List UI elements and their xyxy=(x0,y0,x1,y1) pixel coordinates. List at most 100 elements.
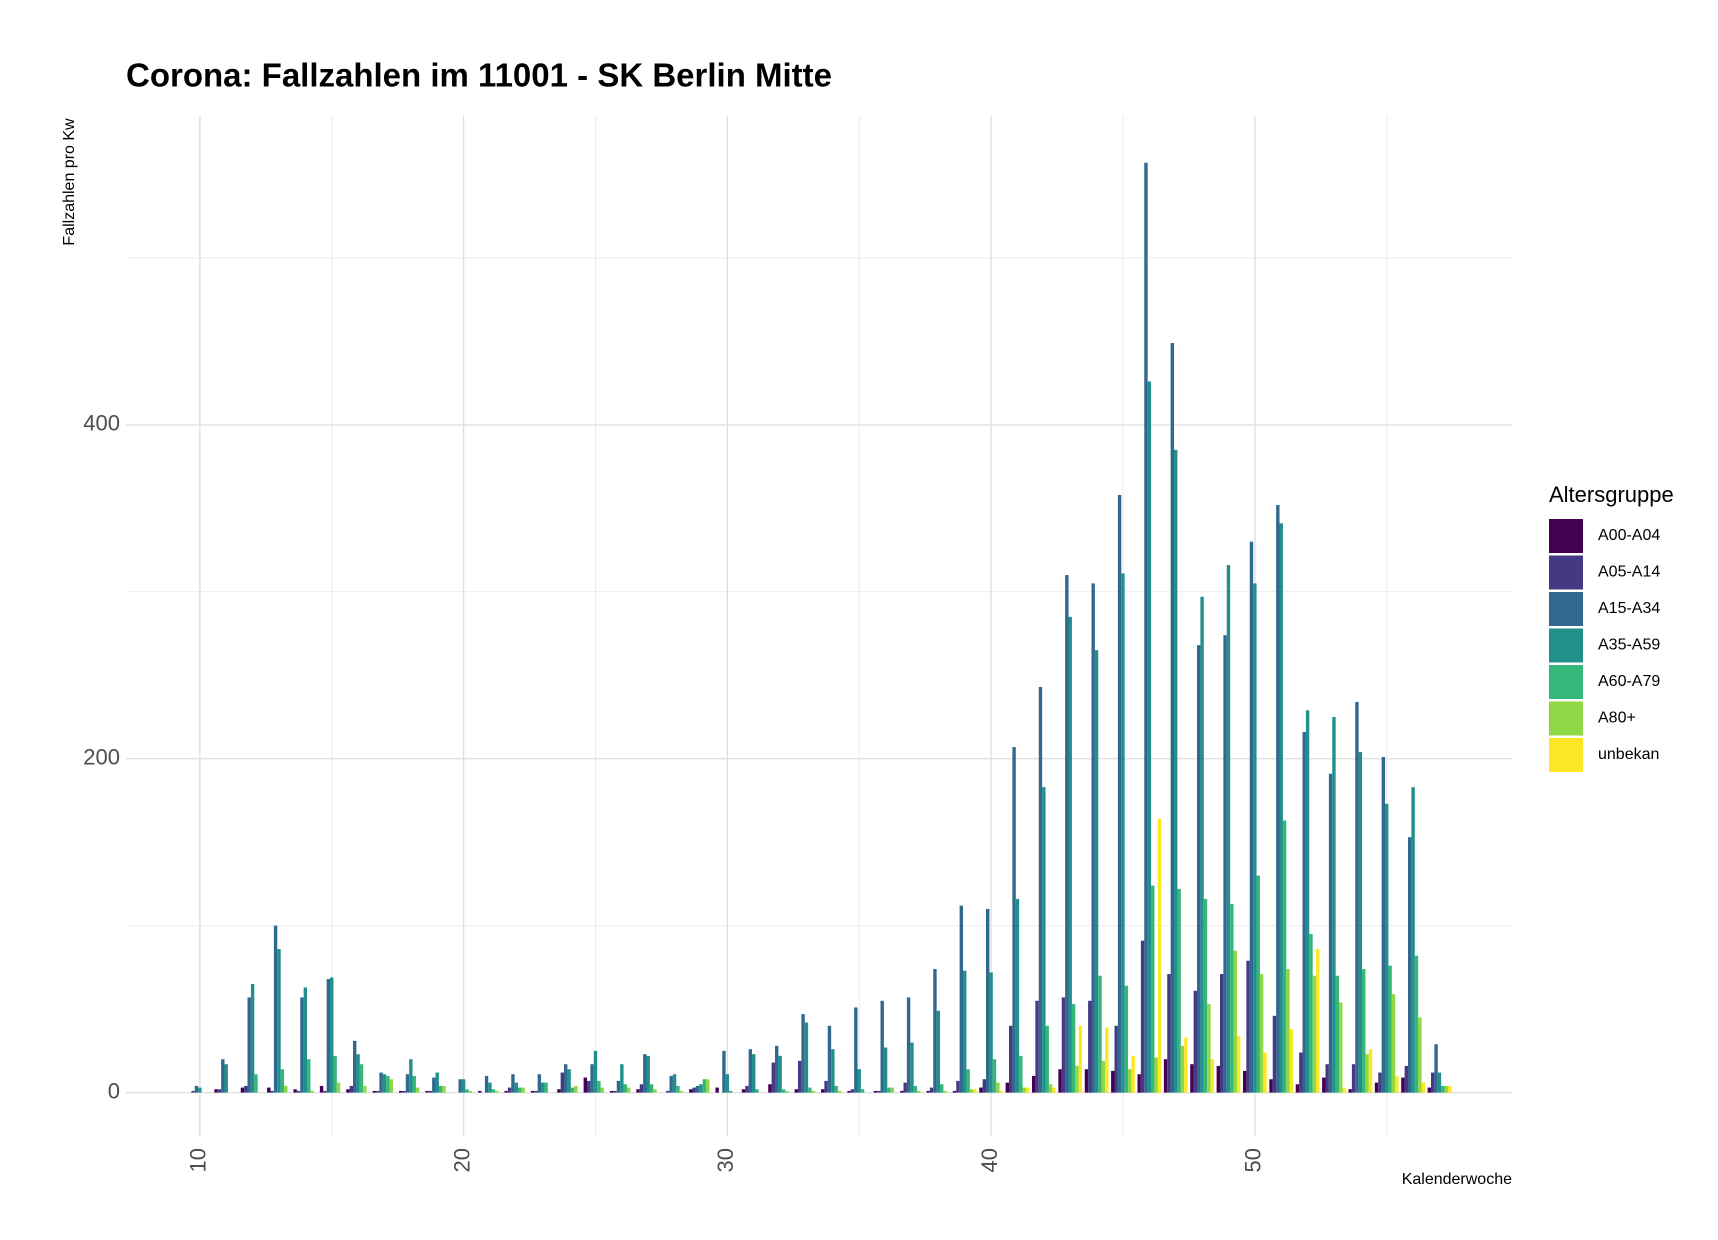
bar xyxy=(1332,716,1336,1093)
bar xyxy=(1128,1069,1132,1093)
bar xyxy=(254,1074,258,1093)
bar xyxy=(346,1089,350,1093)
bar xyxy=(570,1087,575,1093)
y-tick-label: 400 xyxy=(83,411,120,436)
x-tick-label: 30 xyxy=(713,1148,738,1172)
bar xyxy=(375,1090,380,1093)
legend-swatch xyxy=(1549,628,1583,663)
bar xyxy=(244,1085,248,1093)
bar xyxy=(495,1090,499,1093)
bar xyxy=(1447,1085,1452,1093)
bar xyxy=(996,1082,1000,1093)
bar xyxy=(198,1087,202,1093)
bar xyxy=(1094,650,1099,1093)
y-tick-label: 0 xyxy=(108,1078,120,1103)
bar xyxy=(1236,1035,1241,1093)
bar xyxy=(653,1089,657,1093)
bar xyxy=(1163,1059,1168,1093)
bar xyxy=(672,1074,677,1093)
bar xyxy=(748,1049,753,1093)
bar xyxy=(1167,974,1171,1093)
bar xyxy=(484,1075,489,1093)
bar xyxy=(1210,1059,1214,1093)
bar xyxy=(1325,1064,1329,1093)
bar xyxy=(699,1084,703,1093)
bar xyxy=(1058,1069,1062,1093)
bar xyxy=(906,997,911,1093)
bar xyxy=(1216,1065,1220,1093)
bar xyxy=(820,1089,825,1093)
bar xyxy=(1075,1065,1079,1093)
bar xyxy=(270,1090,274,1093)
bar xyxy=(706,1079,710,1093)
bar xyxy=(303,987,308,1093)
bar xyxy=(402,1090,406,1093)
bar xyxy=(794,1089,798,1093)
bar xyxy=(689,1089,693,1093)
bar xyxy=(217,1089,222,1093)
bar xyxy=(310,1090,314,1093)
bar xyxy=(1302,732,1306,1093)
bar xyxy=(1388,965,1392,1093)
bar xyxy=(1184,1037,1188,1093)
bar xyxy=(1015,898,1020,1093)
bar xyxy=(240,1087,245,1093)
bar xyxy=(801,1014,805,1093)
bar xyxy=(537,1074,542,1093)
bar xyxy=(847,1090,851,1093)
bar xyxy=(224,1064,228,1093)
legend-title: Altersgruppe xyxy=(1549,482,1674,507)
bar xyxy=(300,997,304,1093)
bar xyxy=(722,1050,726,1093)
bar xyxy=(521,1087,525,1093)
legend-swatch xyxy=(1549,555,1583,590)
legend-label: A05-A14 xyxy=(1598,564,1660,581)
bar xyxy=(808,1087,812,1093)
bar xyxy=(969,1089,974,1093)
bar xyxy=(1418,1017,1422,1093)
bar xyxy=(1309,934,1313,1093)
legend-label: A80+ xyxy=(1598,710,1636,727)
bar xyxy=(1411,787,1415,1093)
bar xyxy=(586,1080,591,1093)
bar xyxy=(1259,974,1264,1093)
bar xyxy=(959,905,964,1093)
bar xyxy=(952,1090,957,1093)
bar xyxy=(511,1074,515,1093)
bar xyxy=(1012,747,1016,1093)
legend-swatch xyxy=(1549,738,1583,772)
bar xyxy=(1295,1084,1300,1093)
bar xyxy=(1385,803,1389,1093)
bar xyxy=(1180,1045,1185,1093)
bar xyxy=(1263,1052,1267,1093)
bar xyxy=(488,1082,492,1093)
bar xyxy=(1316,949,1320,1093)
bar xyxy=(1098,975,1102,1093)
bar xyxy=(296,1090,301,1093)
bar xyxy=(284,1085,288,1093)
bar xyxy=(514,1082,519,1093)
bar xyxy=(432,1077,436,1093)
bar xyxy=(831,1049,835,1093)
bar xyxy=(1335,975,1340,1093)
bar xyxy=(956,1080,960,1093)
bar xyxy=(405,1074,410,1093)
bar xyxy=(669,1075,673,1093)
bar xyxy=(1342,1087,1346,1093)
bar xyxy=(1140,940,1145,1093)
bar xyxy=(382,1074,387,1093)
bar xyxy=(293,1089,297,1093)
bar xyxy=(804,1022,809,1093)
chart-title: Corona: Fallzahlen im 11001 - SK Berlin … xyxy=(126,57,832,94)
bar xyxy=(992,1059,997,1093)
bar xyxy=(860,1089,865,1093)
bar xyxy=(326,979,331,1093)
bar xyxy=(1068,616,1072,1093)
bar xyxy=(913,1085,918,1093)
bar xyxy=(1219,974,1224,1093)
bar xyxy=(936,1010,941,1093)
bar xyxy=(616,1080,621,1093)
bar xyxy=(560,1072,565,1093)
bar xyxy=(1197,645,1201,1093)
bar xyxy=(534,1090,538,1093)
